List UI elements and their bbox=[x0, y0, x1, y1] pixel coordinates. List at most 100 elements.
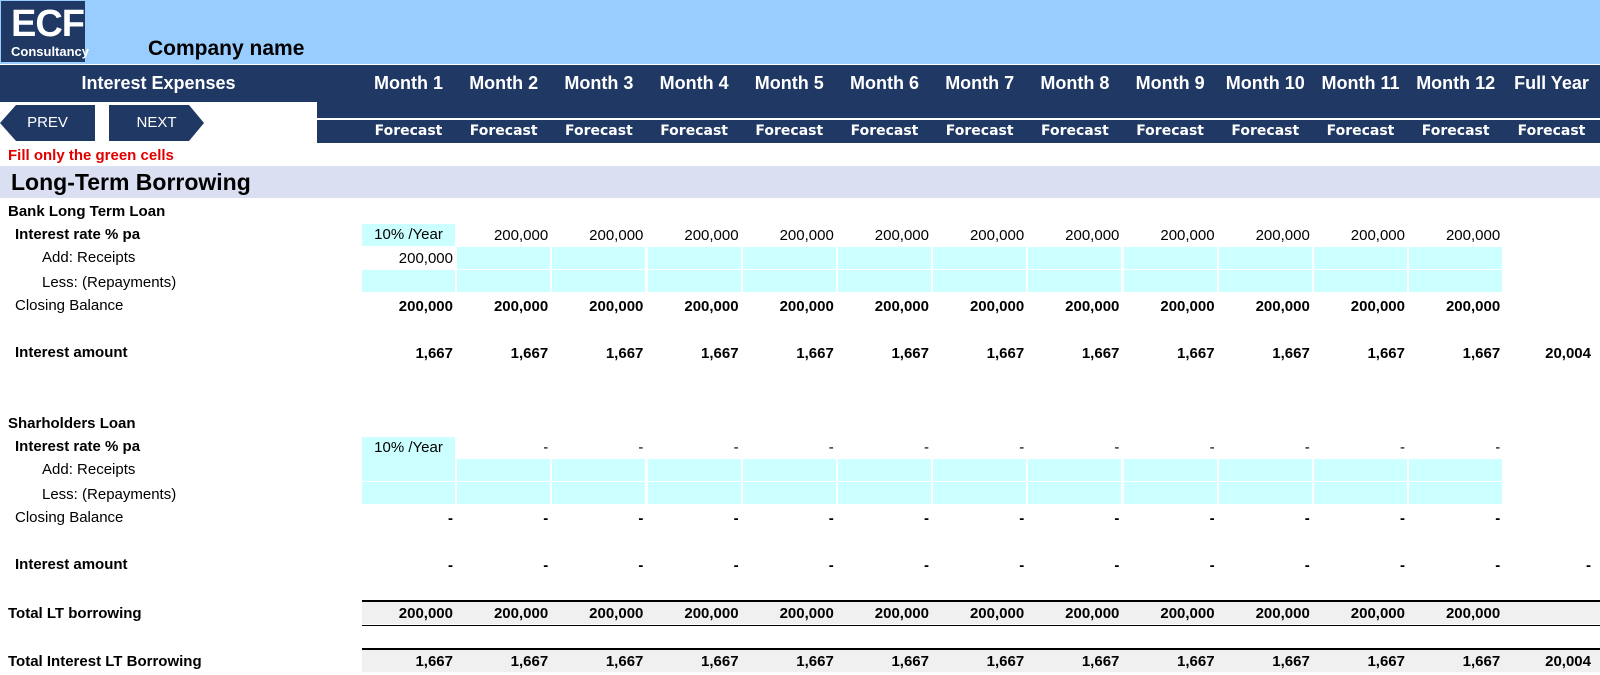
bank-repayments-cell-8[interactable] bbox=[1028, 270, 1122, 292]
sh-receipts-cell-7[interactable] bbox=[933, 459, 1027, 481]
total-lt-value-2: 200,000 bbox=[493, 605, 549, 622]
bank-repayments-cell-11[interactable] bbox=[1314, 270, 1407, 292]
bank-receipts-cell-11[interactable] bbox=[1314, 247, 1407, 269]
total-interest-value-7: 1,667 bbox=[986, 653, 1025, 670]
sh-repayments-cell-4[interactable] bbox=[647, 482, 741, 504]
bank-receipts-cell-12[interactable] bbox=[1409, 247, 1503, 269]
sh-rate-value-7: - bbox=[1019, 439, 1025, 456]
sh-receipts-cell-10[interactable] bbox=[1218, 459, 1312, 481]
prev-button[interactable]: PREV bbox=[0, 105, 95, 141]
bank-receipts-cell-2[interactable] bbox=[457, 247, 551, 269]
sh-rate-value-9: - bbox=[1209, 439, 1215, 456]
sh-interest-value-12: - bbox=[1495, 557, 1501, 574]
bank-receipts-cell-4[interactable] bbox=[647, 247, 741, 269]
sh-repayments-cell-1[interactable] bbox=[362, 482, 455, 504]
sh-interest-label: Interest amount bbox=[15, 556, 128, 573]
bank-rate-value-9: 200,000 bbox=[1160, 227, 1215, 244]
sh-repayments-cell-2[interactable] bbox=[457, 482, 551, 504]
sh-interest-value-9: - bbox=[1209, 557, 1215, 574]
bank-receipts-cell-9[interactable] bbox=[1123, 247, 1217, 269]
sh-rate-value-11: - bbox=[1400, 439, 1405, 456]
forecast-band bbox=[317, 120, 1600, 143]
logo-subtext: Consultancy bbox=[11, 44, 90, 59]
sh-rate-input[interactable]: 10% /Year bbox=[362, 437, 455, 459]
sh-receipts-cell-4[interactable] bbox=[647, 459, 741, 481]
bank-repayments-cell-9[interactable] bbox=[1123, 270, 1217, 292]
sh-repayments-cell-8[interactable] bbox=[1028, 482, 1122, 504]
bank-closing-value-3: 200,000 bbox=[589, 298, 644, 315]
total-interest-value-13: 20,004 bbox=[1545, 653, 1591, 670]
sh-repayments-cell-11[interactable] bbox=[1314, 482, 1407, 504]
sh-repayments-label: Less: (Repayments) bbox=[42, 486, 177, 503]
sh-closing-value-6: - bbox=[924, 510, 929, 527]
forecast-label-9: Forecast bbox=[1136, 123, 1204, 139]
sh-closing-value-11: - bbox=[1400, 510, 1405, 527]
sh-rate-label: Interest rate % pa bbox=[15, 438, 141, 455]
forecast-label-13: Forecast bbox=[1517, 123, 1586, 139]
bank-closing-value-6: 200,000 bbox=[874, 298, 929, 315]
month-header-7: Month 7 bbox=[945, 73, 1015, 93]
bank-rate-label: Interest rate % pa bbox=[15, 226, 141, 243]
month-header-13: Full Year bbox=[1514, 73, 1589, 93]
bank-repayments-cell-3[interactable] bbox=[552, 270, 646, 292]
sh-repayments-cell-10[interactable] bbox=[1218, 482, 1312, 504]
sh-repayments-cell-3[interactable] bbox=[552, 482, 646, 504]
total-interest-value-3: 1,667 bbox=[605, 653, 644, 670]
bank-loan-label: Bank Long Term Loan bbox=[8, 203, 166, 220]
sh-repayments-cell-9[interactable] bbox=[1123, 482, 1217, 504]
sheet-title: Interest Expenses bbox=[81, 73, 236, 93]
sh-repayments-cell-12[interactable] bbox=[1409, 482, 1503, 504]
sh-repayments-cell-5[interactable] bbox=[742, 482, 836, 504]
bank-interest-value-6: 1,667 bbox=[891, 345, 929, 362]
sh-receipts-cell-5[interactable] bbox=[742, 459, 836, 481]
bank-repayments-cell-2[interactable] bbox=[457, 270, 551, 292]
sh-receipts-cell-8[interactable] bbox=[1028, 459, 1122, 481]
total-interest-row-bg bbox=[362, 650, 1600, 672]
sh-receipts-cell-1[interactable] bbox=[362, 459, 455, 481]
sh-closing-value-8: - bbox=[1114, 510, 1120, 527]
sh-interest-value-7: - bbox=[1019, 557, 1025, 574]
bank-repayments-cell-10[interactable] bbox=[1218, 270, 1312, 292]
sh-receipts-cell-2[interactable] bbox=[457, 459, 551, 481]
bank-rate-value-8: 200,000 bbox=[1065, 227, 1120, 244]
bank-closing-value-12: 200,000 bbox=[1445, 298, 1501, 315]
total-interest-value-2: 1,667 bbox=[510, 653, 549, 670]
sh-receipts-cell-9[interactable] bbox=[1123, 459, 1217, 481]
sh-receipts-cell-12[interactable] bbox=[1409, 459, 1503, 481]
month-header-3: Month 3 bbox=[564, 73, 634, 93]
sh-receipts-cell-3[interactable] bbox=[552, 459, 646, 481]
bank-repayments-cell-5[interactable] bbox=[742, 270, 836, 292]
bank-repayments-cell-7[interactable] bbox=[933, 270, 1027, 292]
bank-receipts-cell-3[interactable] bbox=[552, 247, 646, 269]
month-header-1: Month 1 bbox=[374, 73, 443, 93]
bank-repayments-cell-12[interactable] bbox=[1409, 270, 1503, 292]
company-name: Company name bbox=[148, 37, 305, 60]
bank-repayments-cell-4[interactable] bbox=[647, 270, 741, 292]
sh-receipts-cell-6[interactable] bbox=[838, 459, 931, 481]
sh-repayments-cell-7[interactable] bbox=[933, 482, 1027, 504]
total-lt-value-10: 200,000 bbox=[1255, 605, 1310, 622]
bank-receipts-cell-6[interactable] bbox=[838, 247, 931, 269]
bank-closing-value-8: 200,000 bbox=[1065, 298, 1120, 315]
next-button[interactable]: NEXT bbox=[109, 105, 204, 141]
bank-repayments-cell-1[interactable] bbox=[362, 270, 455, 292]
bank-repayments-cell-6[interactable] bbox=[838, 270, 931, 292]
bank-receipts-cell-7[interactable] bbox=[933, 247, 1027, 269]
total-lt-value-12: 200,000 bbox=[1445, 605, 1501, 622]
bank-rate-value-3: 200,000 bbox=[589, 227, 644, 244]
bank-receipts-cell-8[interactable] bbox=[1028, 247, 1122, 269]
bank-closing-value-1: 200,000 bbox=[398, 298, 453, 315]
total-interest-value-4: 1,667 bbox=[701, 653, 739, 670]
bank-closing-value-9: 200,000 bbox=[1160, 298, 1215, 315]
bank-interest-value-10: 1,667 bbox=[1272, 345, 1310, 362]
sh-receipts-cell-11[interactable] bbox=[1314, 459, 1407, 481]
bank-interest-value-8: 1,667 bbox=[1081, 345, 1120, 362]
bank-receipts-cell-10[interactable] bbox=[1218, 247, 1312, 269]
sh-interest-value-11: - bbox=[1400, 557, 1405, 574]
total-lt-row-bg bbox=[362, 602, 1600, 624]
sh-repayments-cell-6[interactable] bbox=[838, 482, 931, 504]
bank-receipts-cell-5[interactable] bbox=[742, 247, 836, 269]
bank-rate-value-4: 200,000 bbox=[684, 227, 739, 244]
bank-rate-input[interactable]: 10% /Year bbox=[362, 224, 455, 246]
forecast-label-1: Forecast bbox=[374, 123, 443, 139]
